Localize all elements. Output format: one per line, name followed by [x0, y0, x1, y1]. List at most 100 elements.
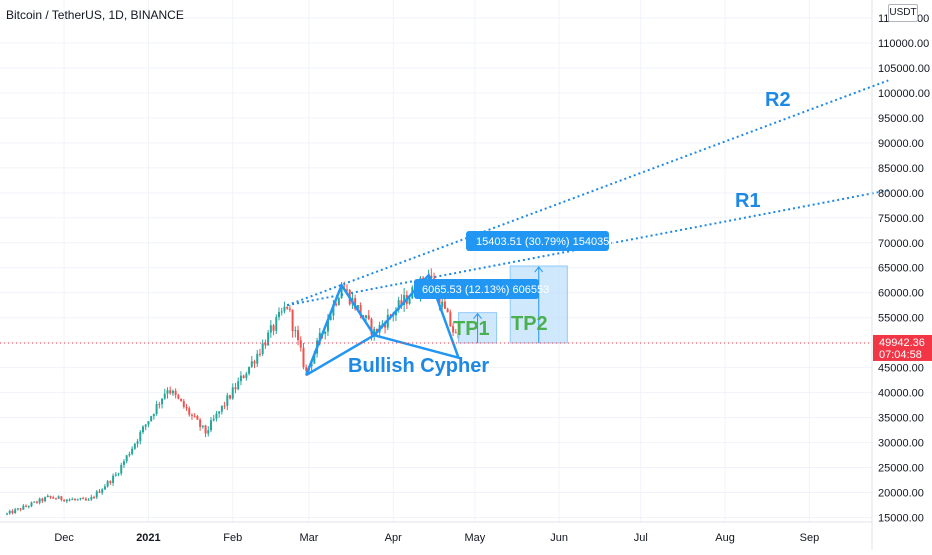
- candle-body: [264, 343, 267, 346]
- candle-body: [365, 315, 368, 318]
- candle-body: [120, 464, 123, 474]
- price-tick-label: 110000.00: [878, 38, 929, 50]
- price-tick-label: 60000.00: [878, 288, 924, 300]
- candle-body: [122, 461, 125, 465]
- candle-body: [313, 353, 316, 364]
- candle-body: [76, 499, 79, 501]
- time-tick-label: Sep: [800, 532, 820, 544]
- candle-body: [218, 411, 221, 414]
- candle-body: [337, 298, 340, 305]
- candle-body: [204, 425, 207, 434]
- time-tick-label: Feb: [223, 532, 242, 544]
- price-tick-label: 25000.00: [878, 463, 924, 475]
- candle-body: [19, 508, 22, 510]
- candle-body: [166, 390, 169, 394]
- price-tick-label: 105000.00: [878, 63, 930, 75]
- candle-body: [370, 318, 373, 335]
- cypher-pattern: [305, 272, 461, 377]
- candle-body: [190, 414, 193, 416]
- time-tick-label: Mar: [299, 532, 318, 544]
- candle-body: [147, 421, 150, 425]
- candle-body: [57, 496, 60, 499]
- candle-body: [294, 330, 297, 332]
- candle-body: [188, 408, 191, 415]
- candle-body: [128, 454, 131, 456]
- candle-body: [272, 325, 275, 331]
- candle-body: [261, 343, 264, 355]
- candle-body: [403, 295, 406, 305]
- price-tick-label: 40000.00: [878, 388, 924, 400]
- candle-body: [93, 497, 96, 499]
- measure-tooltip-tp2: 15403.51 (30.79%) 1540351: [466, 231, 615, 251]
- last-price-badge: 49942.36 07:04:58: [873, 334, 932, 361]
- candle-body: [177, 395, 180, 399]
- r1-label: R1: [735, 190, 761, 212]
- price-tick-label: 30000.00: [878, 438, 924, 450]
- candle-body: [112, 475, 115, 483]
- candle-body: [90, 497, 93, 500]
- candle-body: [310, 363, 313, 367]
- candle-body: [114, 474, 117, 476]
- time-tick-label: Apr: [385, 532, 402, 544]
- candle-body: [54, 498, 57, 500]
- price-tick-label: 90000.00: [878, 138, 924, 150]
- candle-body: [35, 501, 38, 503]
- candle-body: [286, 306, 289, 309]
- candle-body: [158, 404, 161, 406]
- candle-body: [258, 353, 261, 355]
- candle-body: [305, 367, 308, 371]
- price-tick-label: 45000.00: [878, 363, 924, 375]
- candle-body: [332, 304, 335, 316]
- candle-body: [71, 499, 74, 501]
- candle-body: [242, 375, 245, 378]
- candle-body: [267, 332, 270, 346]
- candle-body: [201, 425, 204, 427]
- candle-body: [359, 305, 362, 316]
- price-tick-label: 15000.00: [878, 513, 924, 525]
- candle-body: [237, 381, 240, 390]
- candle-body: [449, 312, 452, 327]
- candle-body: [356, 305, 359, 310]
- candle-body: [38, 498, 41, 503]
- candle-body: [239, 375, 242, 382]
- candle-body: [438, 292, 441, 307]
- candle-body: [288, 308, 291, 310]
- candle-body: [33, 501, 36, 503]
- symbol-title: Bitcoin / TetherUS, 1D, BINANCE: [6, 8, 184, 22]
- candle-body: [443, 301, 446, 309]
- last-price: 49942.36: [879, 337, 925, 349]
- candle-body: [182, 401, 185, 407]
- candle-body: [14, 509, 17, 514]
- price-tick-label: 70000.00: [878, 238, 924, 250]
- price-tick-label: 80000.00: [878, 188, 924, 200]
- time-tick-label: May: [464, 532, 485, 544]
- candle-body: [155, 404, 158, 415]
- measure-tp1-text: 6065.53 (12.13%) 606553: [422, 284, 549, 296]
- candle-body: [27, 506, 30, 508]
- candle-body: [220, 405, 223, 412]
- candle-body: [60, 496, 63, 500]
- candle-body: [131, 448, 134, 455]
- candle-body: [109, 481, 112, 483]
- target-boxes: [458, 265, 568, 344]
- currency-button[interactable]: USDT: [888, 4, 918, 22]
- candle-body: [269, 325, 272, 333]
- candle-body: [326, 320, 329, 332]
- candle-body: [256, 353, 259, 364]
- candle-body: [253, 361, 256, 364]
- time-axis[interactable]: Dec 2021 Feb Mar Apr May Jun Jul Aug Sep: [54, 532, 819, 544]
- candle-body: [207, 430, 210, 434]
- candle-body: [6, 513, 8, 515]
- pattern-triangle-xab: [305, 282, 376, 377]
- candle-body: [144, 424, 147, 427]
- candle-body: [142, 426, 144, 433]
- candle-body: [280, 311, 283, 313]
- candle-body: [41, 498, 44, 501]
- price-tick-label: 20000.00: [878, 488, 924, 500]
- target-arrowhead: [473, 312, 482, 319]
- candle-body: [46, 495, 49, 498]
- candle-body: [408, 298, 411, 304]
- price-axis[interactable]: 115000.00110000.00105000.00100000.009500…: [878, 13, 930, 525]
